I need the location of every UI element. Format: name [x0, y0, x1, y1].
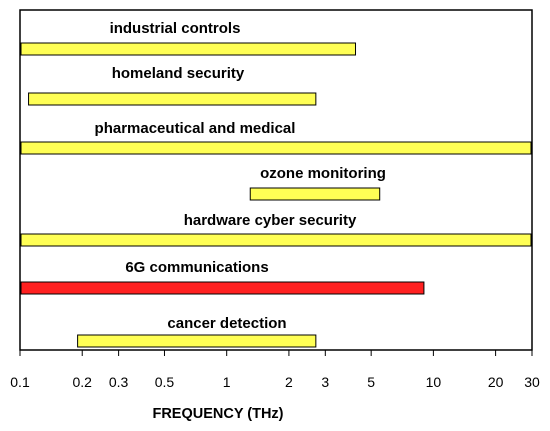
bar-label-4: hardware cyber security — [184, 212, 357, 229]
x-tick-label-6: 3 — [321, 374, 329, 390]
x-tick-label-10: 30 — [524, 374, 540, 390]
x-tick-label-7: 5 — [367, 374, 375, 390]
bar-label-6: cancer detection — [167, 315, 286, 332]
bar-0 — [20, 42, 357, 56]
bar-label-1: homeland security — [112, 65, 245, 82]
x-ticks: 0.1 0.2 0.3 0.5 1 2 3 5 10 20 30 — [10, 350, 540, 390]
x-tick-label-8: 10 — [426, 374, 442, 390]
bar-6 — [77, 334, 317, 348]
x-axis-title: FREQUENCY (THz) — [152, 406, 283, 422]
bar-2 — [20, 141, 532, 155]
bar-label-3: ozone monitoring — [260, 165, 386, 182]
x-tick-label-3: 0.5 — [155, 374, 175, 390]
plot-frame — [19, 9, 533, 351]
bar-5 — [20, 281, 425, 295]
bar-label-5: 6G communications — [125, 259, 268, 276]
bars-layer: industrial controls homeland security phar… — [20, 20, 532, 348]
x-tick-label-5: 2 — [285, 374, 293, 390]
x-tick-label-2: 0.3 — [109, 374, 129, 390]
x-tick-label-0: 0.1 — [10, 374, 30, 390]
bar-3 — [249, 187, 381, 201]
bar-label-0: industrial controls — [110, 20, 241, 37]
x-tick-label-4: 1 — [223, 374, 231, 390]
x-tick-label-1: 0.2 — [72, 374, 92, 390]
bar-1 — [28, 92, 317, 106]
bar-4 — [20, 233, 532, 247]
bar-label-2: pharmaceutical and medical — [95, 120, 296, 137]
x-tick-label-9: 20 — [488, 374, 504, 390]
